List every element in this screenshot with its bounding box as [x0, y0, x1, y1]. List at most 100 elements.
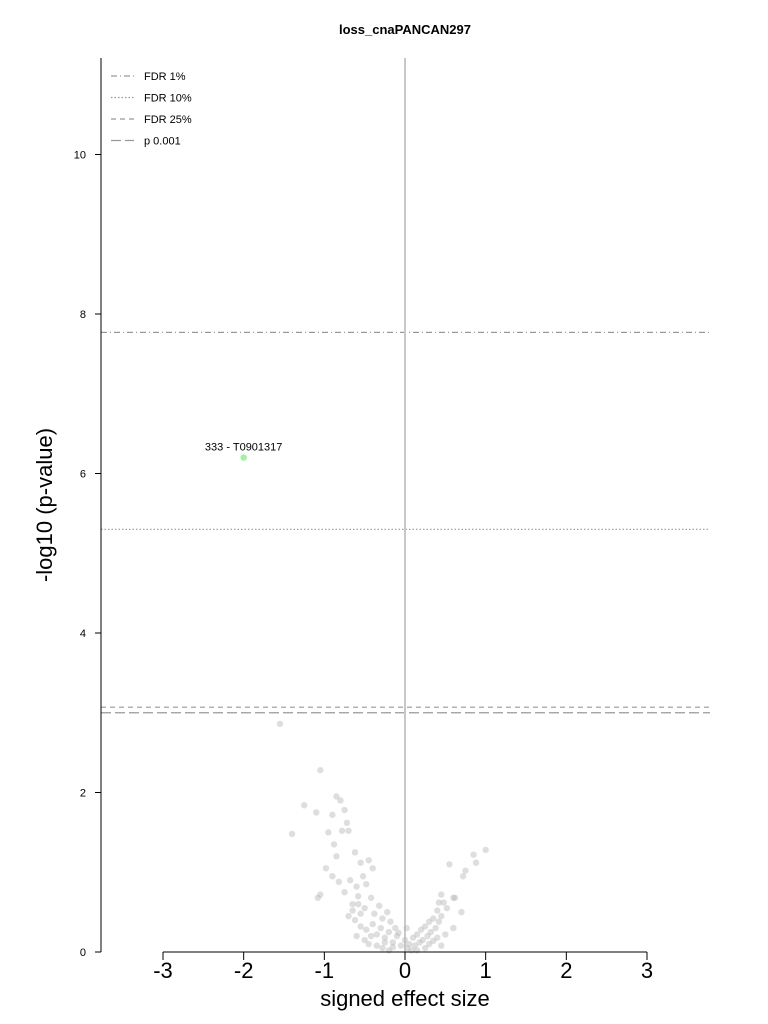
data-point — [353, 883, 360, 890]
data-point — [405, 940, 413, 948]
data-point — [322, 865, 330, 872]
y-tick-label: 2 — [80, 788, 86, 800]
x-tick-label: 2 — [560, 958, 572, 983]
legend-label: p 0.001 — [144, 136, 181, 148]
data-point — [333, 793, 340, 800]
data-point — [385, 928, 393, 936]
data-point — [424, 932, 431, 940]
data-point — [361, 936, 368, 944]
points-layer: 333 - T0901317 — [205, 442, 489, 954]
data-point — [363, 881, 370, 888]
data-point — [430, 937, 437, 945]
data-point — [325, 829, 332, 836]
data-point — [440, 899, 447, 906]
threshold-lines — [101, 58, 710, 952]
data-point — [333, 853, 340, 860]
axes: 0 2 4 6 8 10 -3 -2 -1 0 1 2 3 — [74, 58, 653, 983]
x-tick-label: 1 — [480, 958, 492, 983]
data-point — [404, 944, 411, 952]
data-point — [314, 894, 322, 901]
data-point — [403, 924, 410, 932]
data-point — [317, 891, 324, 898]
y-tick-label: 10 — [74, 150, 86, 162]
data-point — [371, 910, 378, 917]
data-point — [413, 947, 421, 954]
data-point — [434, 907, 441, 914]
data-point — [421, 923, 429, 930]
x-tick-label: -2 — [234, 958, 254, 983]
chart-title: loss_cnaPANCAN297 — [339, 22, 471, 37]
data-point — [359, 873, 367, 880]
data-point — [413, 931, 421, 938]
data-point — [434, 934, 441, 941]
data-point — [427, 928, 435, 936]
data-point — [361, 904, 368, 912]
data-point — [375, 902, 383, 909]
data-point — [377, 924, 384, 932]
x-tick-label: -1 — [315, 958, 335, 983]
data-point — [343, 819, 351, 827]
legend-label: FDR 25% — [144, 114, 192, 126]
data-point — [353, 932, 360, 940]
data-point — [443, 904, 451, 912]
data-point — [421, 944, 429, 952]
data-point — [373, 931, 380, 938]
legend: FDR 1% FDR 10% FDR 25% p 0.001 — [111, 71, 192, 148]
data-point — [313, 809, 320, 816]
data-point — [459, 873, 467, 880]
data-point — [355, 900, 362, 908]
data-point — [329, 811, 336, 819]
data-point — [387, 918, 394, 925]
data-point — [351, 849, 359, 856]
data-point — [416, 939, 423, 946]
data-point — [426, 918, 433, 925]
data-point — [458, 908, 465, 916]
data-point — [365, 857, 372, 864]
data-point — [351, 916, 359, 924]
data-point — [355, 892, 362, 900]
y-tick-label: 8 — [80, 309, 86, 321]
data-point — [349, 900, 356, 908]
data-point — [438, 891, 445, 898]
data-point — [409, 934, 417, 941]
data-point — [450, 894, 457, 901]
data-point — [346, 877, 354, 884]
y-axis-label: -log10 (p-value) — [32, 428, 57, 582]
data-point — [367, 894, 375, 901]
data-point — [363, 926, 370, 933]
data-point — [397, 942, 405, 949]
point-annotation: 333 - T0901317 — [205, 442, 282, 454]
data-point — [430, 915, 437, 922]
data-point — [435, 918, 443, 925]
data-point — [451, 894, 459, 901]
data-point — [329, 873, 336, 880]
data-point — [411, 942, 418, 949]
data-point — [317, 766, 324, 774]
data-point — [384, 908, 391, 916]
legend-label: FDR 1% — [144, 71, 186, 83]
data-point — [341, 806, 348, 814]
legend-label: FDR 10% — [144, 93, 192, 105]
data-point — [345, 827, 352, 834]
data-point — [446, 861, 453, 868]
data-point — [276, 720, 284, 728]
data-point — [389, 939, 397, 946]
data-point — [482, 846, 489, 854]
data-point — [462, 867, 469, 874]
data-point — [379, 944, 386, 952]
data-point — [450, 924, 457, 932]
data-point — [300, 802, 308, 809]
data-point — [381, 939, 389, 946]
data-point — [393, 932, 401, 940]
x-axis-label: signed effect size — [320, 986, 490, 1011]
data-point — [438, 912, 445, 920]
data-point — [349, 907, 356, 914]
data-point — [345, 912, 352, 920]
data-point — [288, 830, 296, 838]
data-point — [373, 942, 380, 949]
data-point — [357, 923, 364, 930]
data-point — [337, 797, 344, 804]
data-point — [419, 936, 426, 944]
data-point — [426, 940, 433, 948]
data-point — [341, 888, 348, 896]
